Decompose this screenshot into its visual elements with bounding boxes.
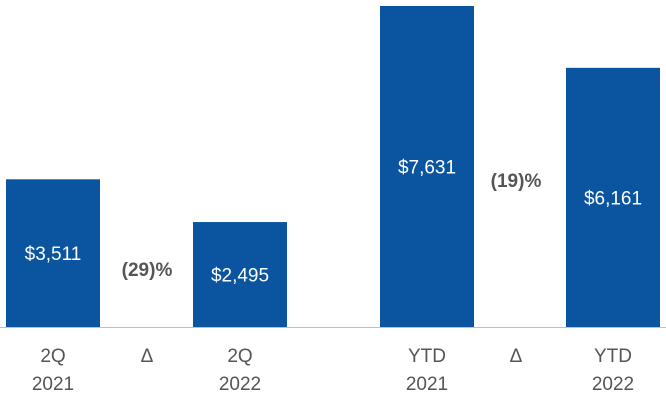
labels-layer: $3,511 $2,495 $7,631 $6,161 (29)% (19)% 2Q 2021… xyxy=(25,158,642,396)
bar-3511 xyxy=(6,179,100,327)
bars-layer xyxy=(6,6,660,327)
x-tick-label: 2Q xyxy=(227,346,252,367)
delta-label: (19)% xyxy=(491,171,542,192)
bar-2495 xyxy=(193,222,287,327)
x-tick-label: YTD xyxy=(408,346,446,367)
x-tick-label-year: 2021 xyxy=(406,374,448,395)
x-tick-label-year: 2022 xyxy=(592,374,634,395)
bar-value-label: $6,161 xyxy=(584,188,642,209)
bar-7631 xyxy=(380,6,474,327)
x-tick-label: Δ xyxy=(510,346,523,367)
x-tick-label: 2Q xyxy=(40,346,65,367)
x-tick-label: YTD xyxy=(594,346,632,367)
bar-value-label: $2,495 xyxy=(211,266,269,287)
delta-label: (29)% xyxy=(122,260,173,281)
x-tick-label-year: 2022 xyxy=(219,374,261,395)
x-tick-label-year: 2021 xyxy=(32,374,74,395)
bar-value-label: $3,511 xyxy=(25,244,82,265)
bar-6161 xyxy=(566,67,660,327)
x-tick-label: Δ xyxy=(141,346,154,367)
bar-value-label: $7,631 xyxy=(398,158,456,179)
